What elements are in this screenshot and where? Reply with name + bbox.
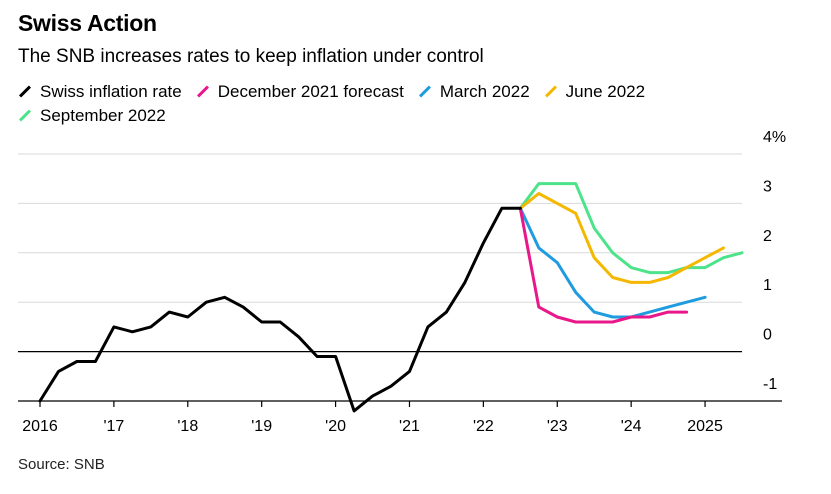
legend-item: March 2022: [418, 80, 530, 104]
axes: [18, 351, 782, 407]
x-tick-label: '23: [547, 418, 568, 435]
x-tick-label: '18: [177, 418, 198, 435]
x-tick-label: 2016: [22, 418, 58, 435]
y-tick-label: 1: [763, 277, 772, 294]
y-tick-label: 0: [763, 327, 772, 344]
chart-title: Swiss Action: [18, 10, 157, 36]
x-tick-labels: 2016 '17 '18 '19 '20 '21 '22 '23 '24 2025: [22, 418, 723, 435]
series-lines: [38, 182, 744, 413]
x-tick-label: '24: [621, 418, 642, 435]
legend-label: June 2022: [565, 82, 646, 101]
y-tick-labels: 4% 3 2 1 0 -1: [763, 129, 786, 393]
x-tick-label: '22: [473, 418, 494, 435]
x-tick-label: '19: [251, 418, 272, 435]
legend-item: September 2022: [18, 104, 166, 128]
legend-item: Swiss inflation rate: [18, 80, 182, 104]
gridlines: [18, 153, 742, 303]
legend-label: March 2022: [439, 82, 530, 101]
x-tick-label: 2025: [687, 418, 723, 435]
legend-label: September 2022: [40, 106, 166, 125]
series-line-september-2022: [518, 182, 744, 275]
legend-label: Swiss inflation rate: [40, 82, 182, 101]
legend: Swiss inflation rate December 2021 foreca…: [18, 80, 778, 128]
legend-item: December 2021 forecast: [196, 80, 404, 104]
source-note: Source: SNB: [18, 456, 105, 473]
series-line-swiss-inflation-rate: [38, 206, 522, 413]
series-line-june-2022: [518, 192, 725, 284]
x-tick-label: '21: [399, 418, 420, 435]
series-line-march-2022: [518, 206, 707, 319]
x-tick-label: '17: [103, 418, 124, 435]
y-tick-label: 2: [763, 228, 772, 245]
y-tick-label: 4%: [763, 129, 786, 146]
chart-subtitle: The SNB increases rates to keep inflatio…: [18, 46, 484, 67]
legend-item: June 2022: [544, 80, 645, 104]
y-tick-label: 3: [763, 178, 772, 195]
x-tick-label: '20: [325, 418, 346, 435]
series-line-december-2021-forecast: [518, 206, 689, 324]
y-tick-label: -1: [763, 376, 777, 393]
legend-label: December 2021 forecast: [217, 82, 404, 101]
